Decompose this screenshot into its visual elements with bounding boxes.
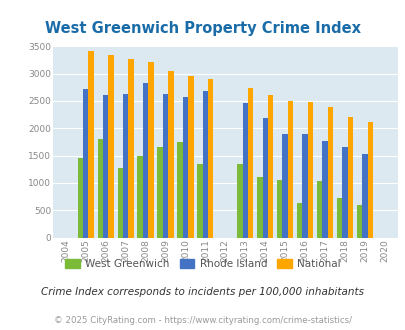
Bar	[123, 94, 128, 238]
Text: West Greenwich Property Crime Index: West Greenwich Property Crime Index	[45, 21, 360, 36]
Bar	[77, 158, 83, 238]
Bar	[307, 102, 312, 238]
Bar	[256, 178, 262, 238]
Bar	[143, 83, 148, 238]
Text: Crime Index corresponds to incidents per 100,000 inhabitants: Crime Index corresponds to incidents per…	[41, 287, 364, 297]
Bar	[97, 139, 103, 238]
Bar	[182, 96, 188, 238]
Bar	[262, 118, 267, 238]
Bar	[316, 181, 322, 238]
Bar	[356, 205, 361, 238]
Bar	[322, 141, 327, 238]
Bar	[117, 168, 123, 238]
Bar	[267, 95, 273, 238]
Bar	[148, 61, 153, 238]
Bar	[177, 142, 182, 238]
Bar	[137, 156, 143, 238]
Bar	[282, 134, 287, 238]
Text: © 2025 CityRating.com - https://www.cityrating.com/crime-statistics/: © 2025 CityRating.com - https://www.city…	[54, 316, 351, 325]
Bar	[202, 91, 208, 238]
Bar	[287, 101, 292, 238]
Bar	[237, 164, 242, 238]
Bar	[208, 79, 213, 238]
Bar	[336, 198, 341, 238]
Bar	[108, 55, 113, 238]
Bar	[88, 50, 94, 238]
Bar	[327, 108, 333, 238]
Bar	[197, 164, 202, 238]
Bar	[341, 148, 347, 238]
Bar	[247, 88, 253, 238]
Bar	[367, 122, 372, 238]
Bar	[168, 71, 173, 238]
Bar	[157, 147, 162, 238]
Bar	[162, 94, 168, 238]
Bar	[83, 89, 88, 238]
Bar	[103, 95, 108, 238]
Bar	[128, 59, 133, 238]
Bar	[302, 134, 307, 238]
Bar	[188, 76, 193, 238]
Bar	[277, 180, 282, 238]
Bar	[347, 117, 352, 238]
Bar	[296, 203, 302, 238]
Legend: West Greenwich, Rhode Island, National: West Greenwich, Rhode Island, National	[61, 254, 344, 273]
Bar	[361, 154, 367, 238]
Bar	[242, 103, 247, 238]
